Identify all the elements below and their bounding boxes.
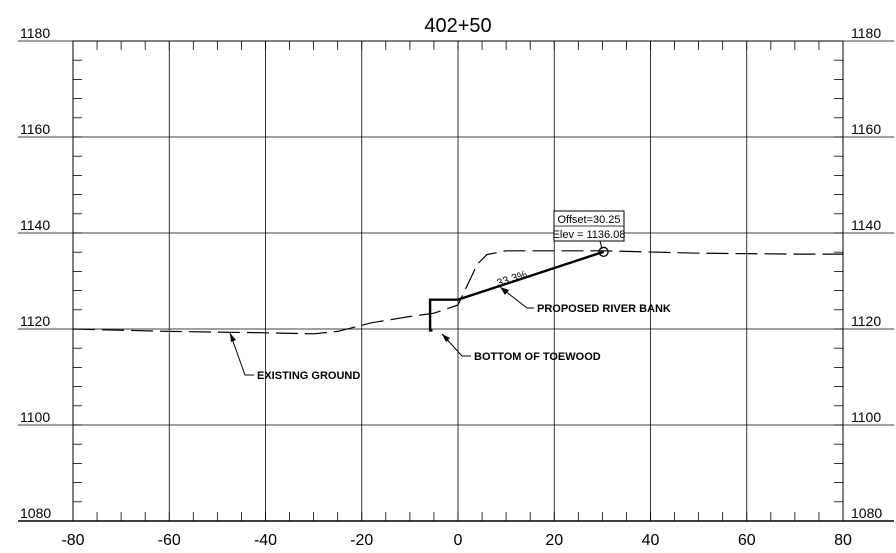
existing-ground-leader xyxy=(229,332,254,376)
proposed-river-bank-leader xyxy=(499,286,534,309)
y-tick-label-left: 1100 xyxy=(20,409,50,425)
y-tick-label-right: 1160 xyxy=(851,121,881,137)
x-tick-label: -60 xyxy=(158,532,181,549)
offset-label-leader xyxy=(599,240,603,250)
offset-point-marker xyxy=(598,246,609,257)
offset-label: Offset=30.25 xyxy=(557,214,620,226)
y-tick-label-left: 1120 xyxy=(20,313,50,329)
x-tick-label: -40 xyxy=(254,532,277,549)
proposed-river-bank-arrow xyxy=(500,287,509,295)
y-tick-label-left: 1140 xyxy=(20,217,50,233)
y-tick-label-right: 1140 xyxy=(851,217,881,233)
existing-ground-label: EXISTING GROUND xyxy=(257,370,360,382)
proposed-river-bank-line xyxy=(428,250,604,332)
y-tick-label-right: 1100 xyxy=(851,409,881,425)
y-tick-label-left: 1160 xyxy=(20,121,50,137)
y-tick-label-right: 1120 xyxy=(851,313,881,329)
x-tick-label: 20 xyxy=(545,532,563,549)
existing-ground-line xyxy=(72,250,843,335)
y-tick-label-left: 1180 xyxy=(20,25,50,41)
grid xyxy=(18,40,894,522)
y-axis-labels: 1080 1080 1100 1100 1120 1120 1140 1140 1160 1160… xyxy=(20,25,882,521)
elev-label: Elev = 1136.08 xyxy=(553,229,626,241)
bottom-of-toewood-label: BOTTOM OF TOEWOOD xyxy=(474,351,601,363)
bottom-of-toewood-arrow xyxy=(442,334,450,342)
proposed-river-bank-label: PROPOSED RIVER BANK xyxy=(537,303,671,315)
y-tick-label-left: 1080 xyxy=(20,505,51,521)
plot-title: 402+50 xyxy=(424,15,491,37)
slope-label: 33.3% xyxy=(495,269,529,290)
x-tick-label: 80 xyxy=(834,532,852,549)
y-tick-label-right: 1180 xyxy=(851,25,881,41)
x-tick-label: 0 xyxy=(454,532,463,549)
x-tick-label: -20 xyxy=(350,532,373,549)
x-axis-labels: -80 -60 -40 -20 0 20 40 60 80 xyxy=(61,532,852,549)
x-tick-label: 40 xyxy=(642,532,660,549)
x-tick-label: -80 xyxy=(61,532,84,549)
existing-ground-arrow xyxy=(230,333,236,342)
minor-ticks xyxy=(72,40,844,522)
y-tick-label-right: 1080 xyxy=(851,505,882,521)
x-tick-label: 60 xyxy=(738,532,756,549)
bottom-of-toewood-leader xyxy=(441,333,471,357)
